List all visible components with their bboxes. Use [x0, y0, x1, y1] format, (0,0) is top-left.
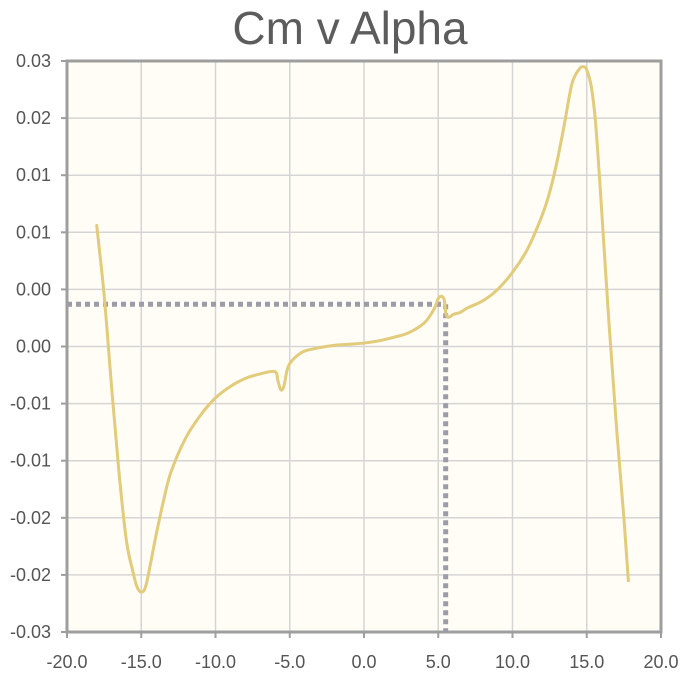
y-tick-label: -0.02: [10, 508, 51, 528]
y-tick-label: 0.00: [16, 337, 51, 357]
x-tick-label: 0.0: [351, 652, 376, 672]
series-line: [95, 65, 630, 594]
x-tick-label: -15.0: [121, 652, 162, 672]
x-tick-label: 20.0: [643, 652, 678, 672]
y-tick-label: 0.01: [16, 165, 51, 185]
tick-labels: -20.0 -15.0 -10.0 -5.0 0.0 5.0 10.0 15.0 20.0 0.0…: [10, 51, 679, 672]
x-tick-label: 5.0: [426, 652, 451, 672]
y-tick-label: 0.02: [16, 108, 51, 128]
y-tick-label: -0.03: [10, 622, 51, 642]
x-tick-label: -5.0: [274, 652, 305, 672]
x-tick-label: 15.0: [569, 652, 604, 672]
axis-ticks: [61, 60, 662, 638]
x-tick-label: -10.0: [195, 652, 236, 672]
reference-lines: [67, 301, 449, 632]
y-tick-label: -0.02: [10, 565, 51, 585]
y-tick-label: -0.01: [10, 451, 51, 471]
grid-lines: [66, 60, 662, 633]
y-tick-label: 0.03: [16, 51, 51, 71]
series-layer: [95, 65, 630, 594]
x-tick-label: -20.0: [46, 652, 87, 672]
y-tick-label: 0.01: [16, 222, 51, 242]
x-tick-label: 10.0: [495, 652, 530, 672]
y-tick-label: 0.00: [16, 279, 51, 299]
y-tick-label: -0.01: [10, 394, 51, 414]
chart-title: Cm v Alpha: [232, 2, 468, 54]
